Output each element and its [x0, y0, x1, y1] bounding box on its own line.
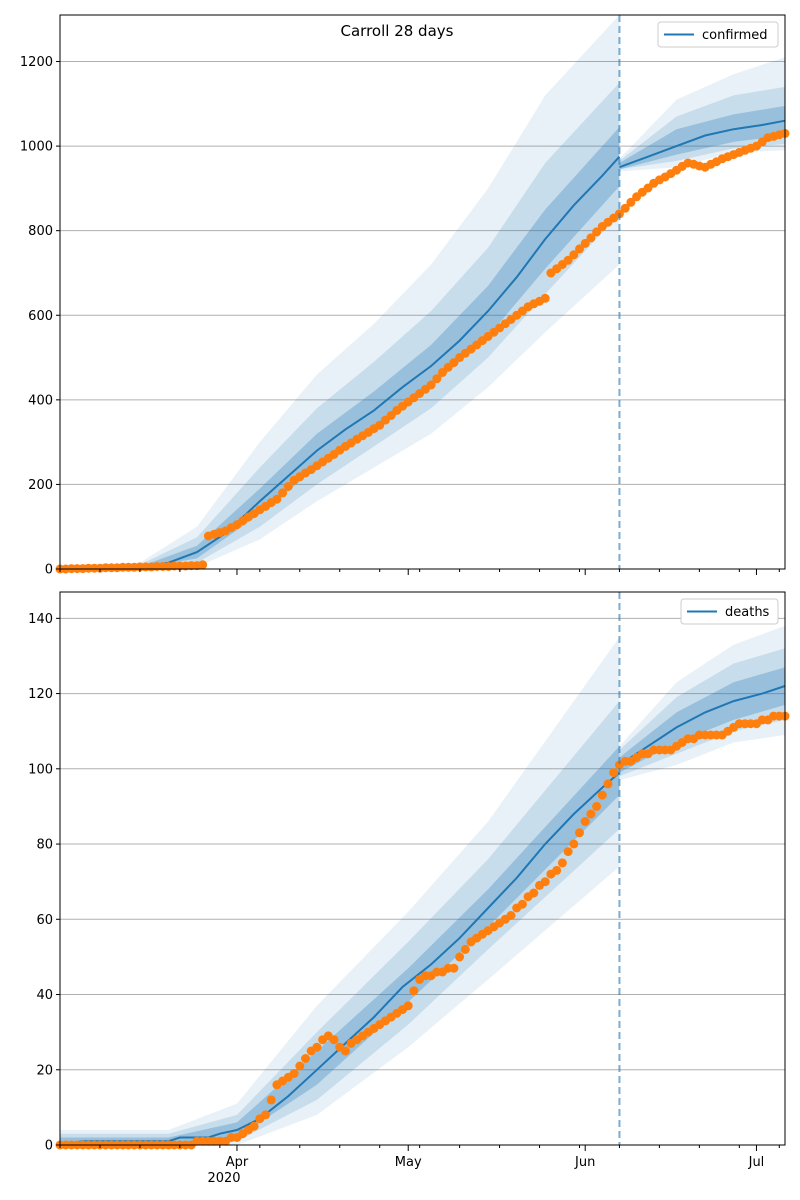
deaths-observed-point: [409, 986, 419, 996]
confirmed-observed-point: [626, 197, 636, 207]
confirmed-y-tick-label: 600: [28, 309, 53, 324]
deaths-observed-point: [592, 801, 602, 811]
confirmed-observed-point: [586, 233, 596, 243]
deaths-panel: 0 20 40 60 80 100 120 140 Apr May Jun Jul deaths 2…: [28, 591, 790, 1186]
confirmed-fit-band: [60, 15, 620, 569]
deaths-observed-point: [580, 817, 590, 826]
deaths-observed-point: [403, 1001, 413, 1011]
deaths-y-tick-label: 0: [45, 1139, 53, 1154]
confirmed-observed-point: [563, 255, 573, 265]
deaths-observed-point: [266, 1095, 276, 1105]
deaths-observed-point: [609, 768, 619, 778]
x-tick-label: Apr: [226, 1155, 249, 1170]
figure-title: Carroll 28 days: [341, 22, 454, 40]
deaths-y-tick-label: 120: [28, 687, 53, 702]
deaths-observed-point: [597, 790, 607, 800]
deaths-observed-point: [329, 1035, 339, 1045]
deaths-y-tick-label: 20: [36, 1063, 53, 1078]
deaths-legend-box: [680, 598, 779, 625]
deaths-forecast-band: [619, 648, 785, 777]
confirmed-model-fit-line: [59, 156, 621, 570]
confirmed-forecast-band: [619, 57, 785, 172]
deaths-observed-point: [575, 828, 584, 838]
confirmed-observed-point: [569, 250, 579, 260]
deaths-observed-point: [603, 779, 613, 789]
deaths-observed-point: [289, 1069, 299, 1078]
deaths-y-tick-label: 40: [36, 988, 53, 1003]
deaths-observed-point: [249, 1121, 259, 1131]
deaths-y-tick-label: 80: [36, 838, 53, 853]
x-year-label: 2020: [207, 1171, 240, 1186]
deaths-model-forecast-line: [618, 685, 786, 766]
deaths-observed-point: [552, 865, 562, 875]
deaths-observed-point: [312, 1042, 322, 1052]
confirmed-observed-point: [432, 374, 442, 384]
confirmed-observed-point: [540, 293, 550, 303]
confirmed-panel: 0 200 400 600 800 1000 1200 Carroll 28 days co…: [20, 14, 790, 578]
deaths-observed-point: [295, 1061, 305, 1071]
deaths-legend-label: deaths: [725, 605, 770, 620]
confirmed-legend-box: [657, 21, 779, 48]
confirmed-observed-point: [575, 244, 584, 254]
deaths-model-line: [59, 685, 786, 1146]
x-tick-label: Jun: [574, 1155, 595, 1170]
confirmed-y-tick-label: 1000: [20, 140, 53, 155]
confirmed-y-tick-label: 800: [28, 224, 53, 239]
deaths-observed-points: [55, 711, 790, 1150]
deaths-credible-bands: [60, 625, 785, 1145]
deaths-observed-point: [460, 944, 470, 954]
confirmed-observed-point: [426, 380, 436, 390]
confirmed-gridlines: [60, 61, 785, 485]
confirmed-axes-frame: [59, 14, 786, 570]
confirmed-model-line: [59, 119, 786, 570]
confirmed-observed-point: [283, 482, 293, 491]
confirmed-observed-point: [620, 203, 630, 213]
deaths-observed-point: [586, 809, 596, 819]
deaths-forecast-band: [619, 625, 785, 781]
deaths-y-ticks: 0 20 40 60 80 100 120 140: [28, 612, 60, 1154]
confirmed-y-tick-label: 1200: [20, 55, 53, 70]
x-tick-label: Jul: [748, 1155, 765, 1170]
confirmed-observed-point: [272, 494, 282, 504]
deaths-observed-point: [517, 899, 527, 909]
confirmed-observed-point: [278, 488, 288, 498]
deaths-legend: deaths: [680, 598, 779, 625]
confirmed-y-tick-label: 0: [45, 563, 53, 578]
confirmed-credible-bands: [60, 15, 785, 569]
confirmed-forecast-band: [619, 105, 785, 170]
confirmed-legend-label: confirmed: [702, 28, 768, 43]
deaths-observed-point: [340, 1046, 350, 1056]
confirmed-observed-point: [592, 227, 602, 237]
deaths-gridlines: [60, 617, 785, 1071]
deaths-model-fit-line: [59, 771, 621, 1146]
confirmed-observed-point: [580, 238, 590, 248]
deaths-observed-point: [261, 1110, 270, 1120]
deaths-axes-frame: [59, 591, 786, 1146]
confirmed-y-tick-label: 200: [28, 478, 53, 493]
confirmed-model-forecast-line: [619, 119, 786, 169]
deaths-observed-point: [557, 858, 567, 868]
deaths-x-ticks: Apr May Jun Jul: [59, 1145, 780, 1170]
confirmed-observed-point: [198, 560, 208, 570]
confirmed-forecast-band: [619, 86, 785, 170]
deaths-observed-point: [529, 888, 539, 898]
deaths-y-tick-label: 140: [28, 612, 53, 627]
confirmed-y-ticks: 0 200 400 600 800 1000 1200: [20, 55, 60, 578]
deaths-observed-point: [455, 952, 465, 962]
deaths-observed-point: [301, 1054, 310, 1063]
deaths-observed-point: [540, 877, 550, 887]
confirmed-y-tick-label: 400: [28, 393, 53, 408]
deaths-observed-point: [506, 911, 516, 920]
confirmed-legend: confirmed: [657, 21, 779, 48]
deaths-y-tick-label: 60: [36, 913, 53, 928]
deaths-observed-point: [569, 839, 579, 849]
deaths-observed-point: [563, 847, 573, 857]
deaths-observed-point: [449, 963, 459, 973]
confirmed-x-ticks: [59, 569, 780, 575]
x-tick-label: May: [395, 1155, 422, 1170]
deaths-y-tick-label: 100: [28, 762, 53, 777]
